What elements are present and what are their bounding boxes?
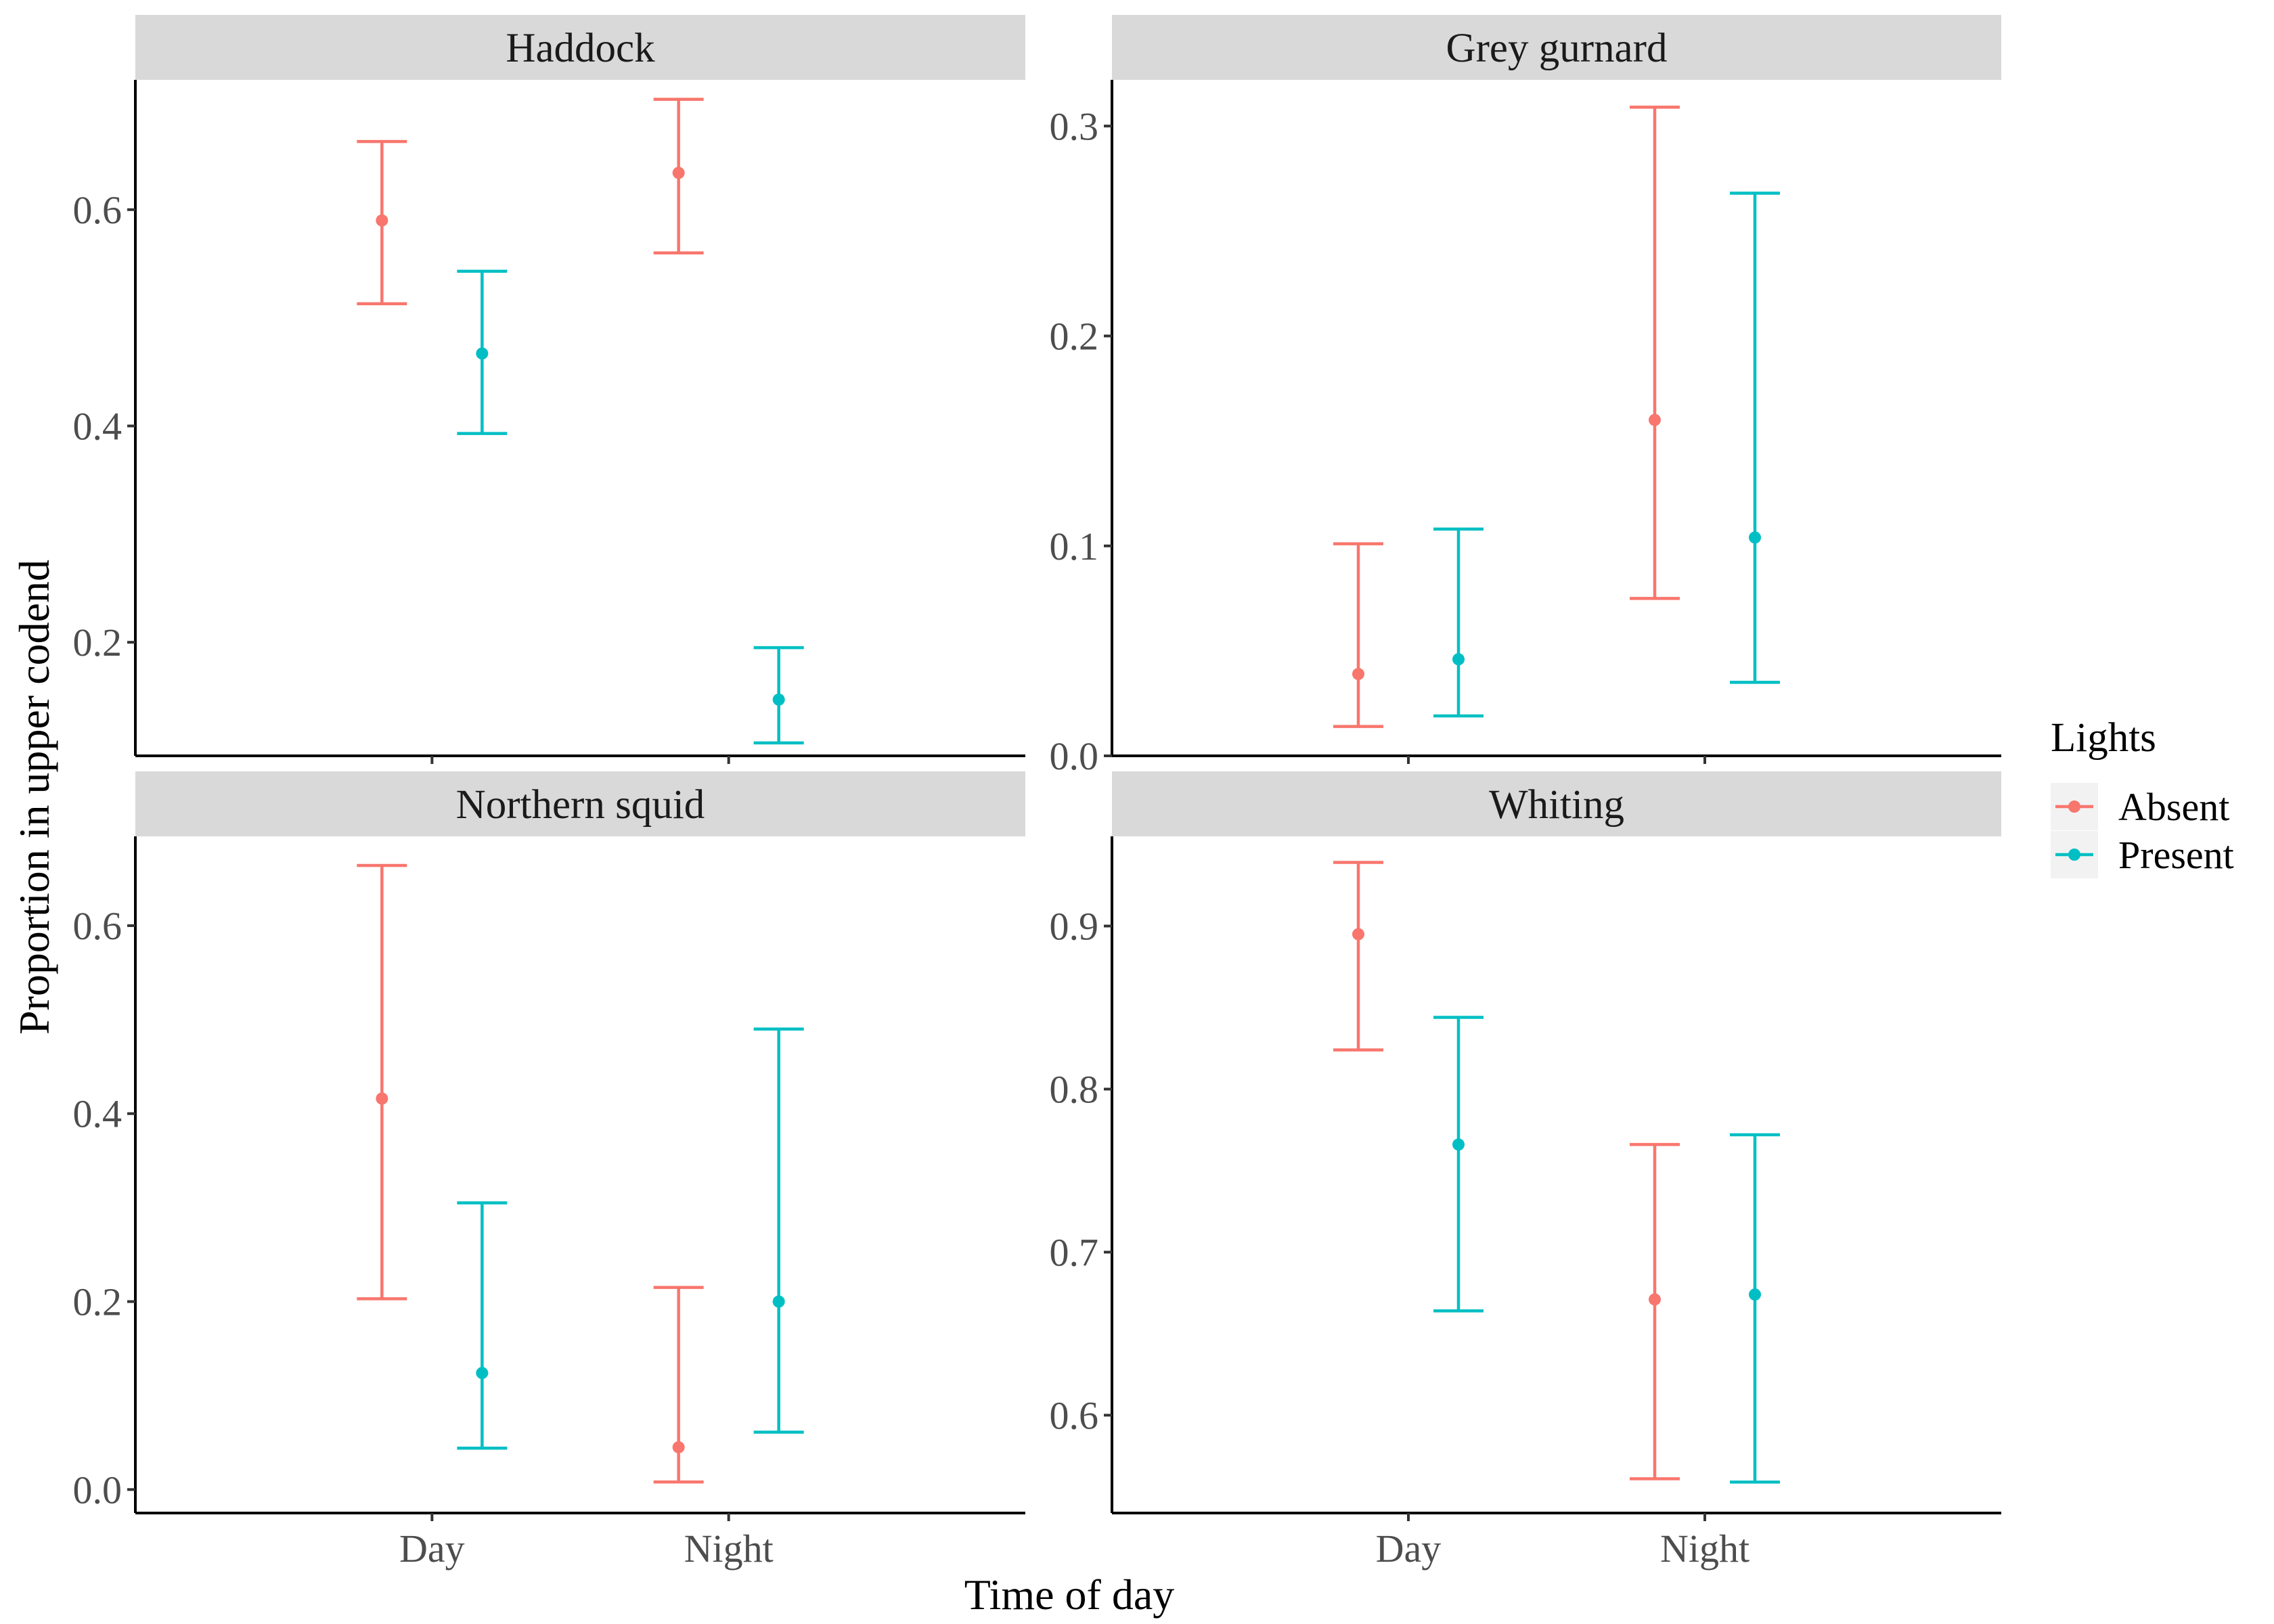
legend-key-point	[2068, 800, 2080, 813]
legend-key-point	[2068, 849, 2080, 861]
y-tick-label: 0.1	[1050, 524, 1099, 568]
strip-background	[1112, 771, 2001, 836]
error-bar	[457, 269, 508, 435]
strip-background	[135, 771, 1025, 836]
data-point	[476, 347, 489, 360]
legend-title: Lights	[2051, 715, 2156, 761]
data-point	[376, 214, 388, 227]
error-bar	[1730, 1133, 1780, 1484]
strip-title: Haddock	[506, 26, 655, 71]
data-point	[376, 1092, 388, 1105]
y-tick-label: 0.0	[73, 1468, 122, 1512]
data-point	[1452, 653, 1465, 666]
legend-key-present: Present	[2051, 831, 2234, 878]
error-bar	[357, 863, 407, 1301]
y-tick-label: 0.6	[73, 904, 122, 948]
error-bar	[457, 1201, 508, 1450]
x-axis-title: Time of day	[964, 1571, 1175, 1619]
data-point	[1452, 1138, 1465, 1151]
data-point	[1749, 531, 1761, 544]
y-axis-title: Proportion in upper codend	[10, 560, 58, 1035]
strip-title: Northern squid	[456, 782, 705, 828]
y-tick-label: 0.2	[73, 1280, 122, 1324]
panel-grey-gurnard: Grey gurnard 0.0 0.1 0.2 0.3	[1050, 15, 2001, 778]
error-bar	[653, 97, 704, 254]
y-tick-label: 0.0	[1050, 734, 1099, 778]
error-bar	[1730, 191, 1780, 684]
x-tick-label: Day	[399, 1527, 465, 1571]
data-point	[1352, 668, 1364, 681]
data-point	[772, 1295, 785, 1308]
error-bar	[1630, 1143, 1680, 1481]
legend-label: Present	[2118, 833, 2234, 877]
panel-northern-squid: Northern squid 0.0 0.2 0.4 0.6 Day Night	[73, 771, 1025, 1571]
legend-key-absent: Absent	[2051, 783, 2229, 830]
y-tick-label: 0.4	[73, 404, 122, 448]
error-bar	[1630, 106, 1680, 600]
strip-background	[135, 15, 1025, 80]
y-tick-label: 0.9	[1050, 905, 1099, 949]
error-bar	[753, 1027, 804, 1434]
error-bar	[1433, 1016, 1484, 1313]
y-tick-label: 0.2	[1050, 315, 1099, 359]
data-point	[1352, 928, 1364, 941]
data-point	[772, 693, 785, 706]
error-bar	[753, 646, 804, 745]
x-tick-label: Night	[684, 1527, 774, 1571]
y-tick-label: 0.4	[73, 1092, 122, 1136]
panel-haddock: Haddock 0.2 0.4 0.6	[73, 15, 1025, 764]
error-bar	[1333, 861, 1383, 1052]
y-tick-label: 0.2	[73, 621, 122, 664]
y-tick-label: 0.6	[73, 188, 122, 232]
data-point	[1749, 1288, 1761, 1301]
data-point	[1649, 1293, 1661, 1306]
error-bar	[1433, 527, 1484, 718]
strip-background	[1112, 15, 2001, 80]
data-point	[672, 166, 685, 179]
error-bar	[1333, 542, 1383, 728]
y-tick-label: 0.7	[1050, 1230, 1099, 1274]
x-tick-label: Night	[1660, 1527, 1749, 1571]
strip-title: Grey gurnard	[1446, 26, 1668, 71]
error-bar	[653, 1286, 704, 1484]
y-tick-label: 0.8	[1050, 1067, 1099, 1111]
legend-label: Absent	[2118, 785, 2229, 829]
error-bar	[357, 139, 407, 306]
strip-title: Whiting	[1489, 782, 1624, 828]
panel-whiting: Whiting 0.6 0.7 0.8 0.9 Day Night	[1050, 771, 2001, 1571]
data-point	[672, 1441, 685, 1453]
x-tick-label: Day	[1376, 1527, 1442, 1571]
data-point	[1649, 413, 1661, 426]
panels: Haddock 0.2 0.4 0.6 Grey gurnard 0.0 0.1 0.2 0.3…	[73, 15, 2001, 1571]
y-tick-label: 0.6	[1050, 1393, 1099, 1437]
data-point	[476, 1367, 489, 1380]
y-tick-label: 0.3	[1050, 104, 1099, 148]
